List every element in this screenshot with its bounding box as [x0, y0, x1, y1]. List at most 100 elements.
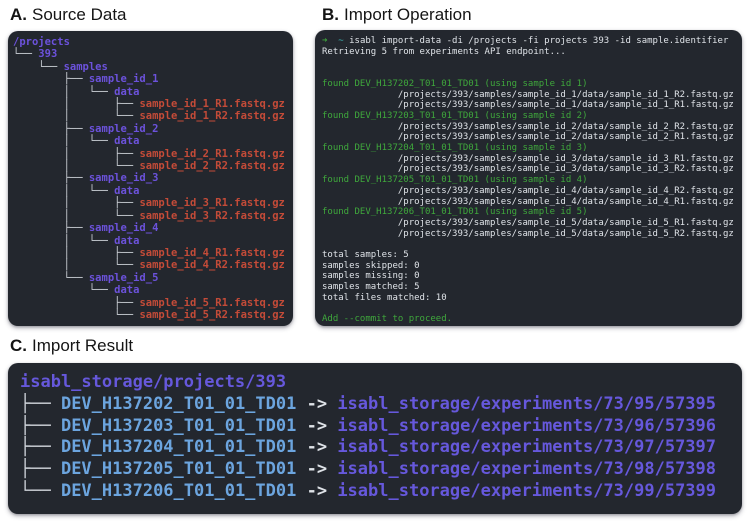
panel-c-title: Import Result — [32, 336, 134, 355]
terminal-text-txt: /projects/393/samples/sample_id_2/data/s… — [322, 121, 734, 132]
terminal-text-txt: /projects/393/samples/sample_id_5/data/s… — [322, 217, 734, 228]
terminal-text-file: sample_id_4_R2.fastq.gz — [139, 259, 285, 272]
import-result-terminal-window[interactable]: isabl_storage/projects/393 ├── DEV_H13720… — [8, 363, 742, 514]
terminal-line: found DEV_H137203_T01_01_TD01 (using sam… — [322, 111, 737, 122]
terminal-line: /projects — [13, 36, 289, 48]
terminal-line: /projects/393/samples/sample_id_5/data/s… — [322, 218, 737, 229]
terminal-text-tree: ├── — [13, 296, 140, 309]
panel-c-letter: C. — [10, 336, 27, 355]
terminal-text-txt: /projects/393/samples/sample_id_1/data/s… — [322, 100, 734, 111]
terminal-line: │ └── sample_id_1_R2.fastq.gz — [13, 110, 289, 122]
terminal-line: Add --commit to proceed. — [322, 314, 737, 325]
terminal-line: │ ├── sample_id_1_R1.fastq.gz — [13, 98, 289, 110]
terminal-text-file: sample_id_2_R2.fastq.gz — [139, 160, 285, 173]
terminal-text-tree: │ └── — [13, 160, 140, 173]
terminal-line: found DEV_H137202_T01_01_TD01 (using sam… — [322, 79, 737, 90]
terminal-text-dir: sample_id_1 — [88, 73, 159, 86]
terminal-text-idb: DEV_H137204_T01_01_TD01 — [60, 437, 297, 458]
terminal-text-idb: DEV_H137205_T01_01_TD01 — [60, 459, 297, 480]
terminal-line: ├── DEV_H137203_T01_01_TD01 -> isabl_sto… — [20, 416, 732, 438]
terminal-text-purc: isabl_storage/experiments/73/98/57398 — [337, 459, 717, 480]
terminal-text-tree: └── — [13, 60, 64, 73]
terminal-text-grn: found DEV_H137204_T01_01_TD01 (using sam… — [322, 143, 588, 154]
terminal-text-file: sample_id_3_R2.fastq.gz — [139, 209, 285, 222]
terminal-text-dir: data — [114, 85, 140, 98]
terminal-text-txt: /projects/393/samples/sample_id_1/data/s… — [322, 89, 734, 100]
terminal-text-tree: ├── — [20, 459, 61, 480]
terminal-text-dir: 393 — [38, 48, 58, 61]
terminal-text-txt: /projects/393/samples/sample_id_3/data/s… — [322, 164, 734, 175]
terminal-text-txt: /projects/393/samples/sample_id_4/data/s… — [322, 196, 734, 207]
terminal-text-file: sample_id_3_R1.fastq.gz — [139, 197, 285, 210]
terminal-text-dir: sample_id_4 — [88, 222, 159, 235]
terminal-text-dir: data — [114, 284, 140, 297]
terminal-text-tree: └── — [13, 271, 89, 284]
terminal-text-tree: ├── — [13, 73, 89, 86]
source-data-terminal-window[interactable]: /projects └── 393 └── samples ├── sample_… — [8, 31, 293, 326]
terminal-line — [322, 239, 737, 250]
terminal-line: └── DEV_H137206_T01_01_TD01 -> isabl_sto… — [20, 481, 732, 503]
terminal-line: total files matched: 10 — [322, 293, 737, 304]
terminal-text-txt: isabl import-data -di /projects -fi proj… — [343, 36, 729, 46]
terminal-text-tree: │ └── — [13, 209, 140, 222]
terminal-text-tree: │ └── — [13, 85, 115, 98]
terminal-line: /projects/393/samples/sample_id_4/data/s… — [322, 197, 737, 208]
panel-a-title: Source Data — [32, 5, 127, 24]
terminal-line — [322, 57, 737, 68]
terminal-text-txt — [327, 36, 338, 46]
terminal-text-file: sample_id_1_R2.fastq.gz — [139, 110, 285, 123]
terminal-text-arw: -> — [296, 415, 338, 436]
terminal-line: └── samples — [13, 61, 289, 73]
terminal-text-grn: ➜ — [322, 36, 328, 46]
terminal-text-tree: │ └── — [13, 110, 140, 123]
terminal-line: ├── DEV_H137205_T01_01_TD01 -> isabl_sto… — [20, 459, 732, 481]
terminal-line: found DEV_H137205_T01_01_TD01 (using sam… — [322, 175, 737, 186]
terminal-text-tree: ├── — [13, 172, 89, 185]
terminal-line — [322, 304, 737, 315]
terminal-text-arw: -> — [296, 459, 338, 480]
terminal-line: ├── sample_id_4 — [13, 222, 289, 234]
terminal-text-file: sample_id_4_R1.fastq.gz — [139, 246, 285, 259]
terminal-text-txt: samples missing: 0 — [322, 271, 420, 282]
terminal-line: isabl_storage/projects/393 — [20, 372, 732, 394]
terminal-line: │ └── sample_id_3_R2.fastq.gz — [13, 210, 289, 222]
terminal-text-txt: Retrieving 5 from experiments API endpoi… — [322, 46, 566, 57]
terminal-line: │ ├── sample_id_4_R1.fastq.gz — [13, 247, 289, 259]
terminal-text-tree: │ └── — [13, 184, 115, 197]
terminal-text-tree: │ └── — [13, 135, 115, 148]
terminal-text-tree: │ ├── — [13, 246, 140, 259]
terminal-text-grn: found DEV_H137202_T01_01_TD01 (using sam… — [322, 78, 588, 89]
terminal-line: /projects/393/samples/sample_id_1/data/s… — [322, 90, 737, 101]
terminal-line: samples skipped: 0 — [322, 261, 737, 272]
terminal-line: │ └── data — [13, 185, 289, 197]
terminal-text-idb: DEV_H137206_T01_01_TD01 — [60, 480, 297, 501]
terminal-text-grn: found DEV_H137206_T01_01_TD01 (using sam… — [322, 207, 588, 218]
terminal-text-tree: │ └── — [13, 259, 140, 272]
panel-b-heading: B. Import Operation — [322, 5, 472, 25]
import-operation-terminal-window[interactable]: ➜ ~ isabl import-data -di /projects -fi … — [315, 30, 742, 326]
panel-c-heading: C. Import Result — [10, 336, 133, 356]
panel-b-title: Import Operation — [344, 5, 472, 24]
terminal-line: ├── sample_id_2 — [13, 123, 289, 135]
terminal-line: └── data — [13, 284, 289, 296]
terminal-line: └── sample_id_5 — [13, 272, 289, 284]
terminal-text-txt: samples skipped: 0 — [322, 260, 420, 271]
terminal-line: │ └── sample_id_4_R2.fastq.gz — [13, 259, 289, 271]
terminal-text-txt: samples matched: 5 — [322, 282, 420, 293]
terminal-text-tree: └── — [13, 308, 140, 321]
terminal-text-tree: └── — [20, 480, 61, 501]
terminal-line: /projects/393/samples/sample_id_3/data/s… — [322, 154, 737, 165]
terminal-line: │ ├── sample_id_3_R1.fastq.gz — [13, 197, 289, 209]
terminal-text-txt: /projects/393/samples/sample_id_3/data/s… — [322, 153, 734, 164]
terminal-text-dir: data — [114, 184, 140, 197]
terminal-line: │ └── data — [13, 135, 289, 147]
terminal-text-txt: total samples: 5 — [322, 250, 409, 261]
terminal-line: found DEV_H137206_T01_01_TD01 (using sam… — [322, 207, 737, 218]
terminal-line: /projects/393/samples/sample_id_2/data/s… — [322, 122, 737, 133]
terminal-line: │ └── data — [13, 86, 289, 98]
terminal-text-purc: isabl_storage/experiments/73/95/57395 — [337, 393, 717, 414]
terminal-text-idb: DEV_H137202_T01_01_TD01 — [60, 393, 297, 414]
terminal-line: │ └── data — [13, 235, 289, 247]
terminal-text-file: sample_id_2_R1.fastq.gz — [139, 147, 285, 160]
terminal-text-tree: ├── — [13, 122, 89, 135]
